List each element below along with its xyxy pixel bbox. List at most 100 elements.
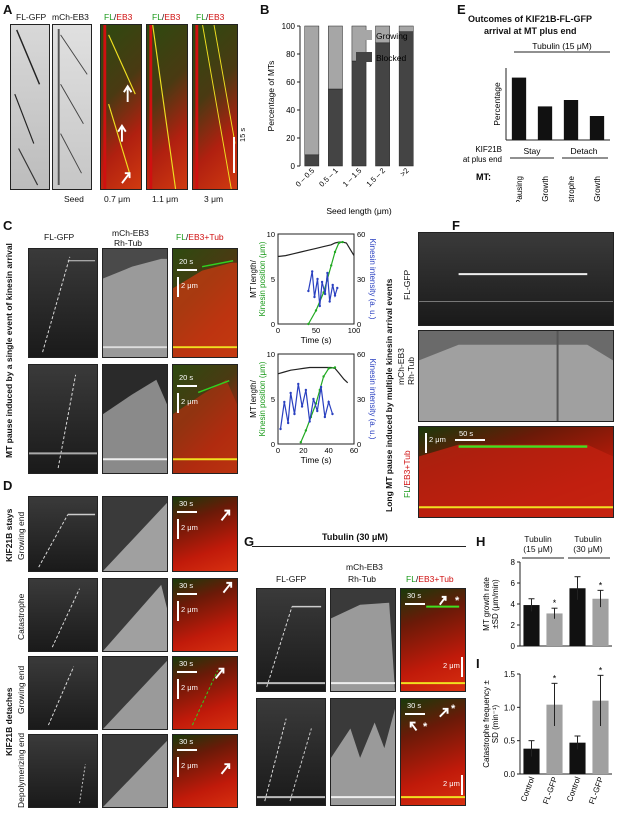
c-y-right-tick-label: 0 xyxy=(357,320,361,329)
i-significance: * xyxy=(599,665,603,675)
i-bar xyxy=(592,700,609,774)
kymograph-a-merge-2 xyxy=(146,24,188,190)
panel-a-time-scale: 15 s xyxy=(238,127,247,142)
panel-g-ch2a: mCh-EB3 xyxy=(346,562,383,572)
kymograph-c2-merge: 20 s 2 μm xyxy=(172,364,238,474)
b-x-tick-label: >2 xyxy=(398,166,410,178)
c-point xyxy=(327,367,330,370)
c-point xyxy=(308,420,311,423)
c-point xyxy=(318,304,321,308)
c-point xyxy=(323,415,327,419)
panel-e-title-2: arrival at MT plus end xyxy=(484,26,577,36)
panel-i-label: I xyxy=(476,656,480,671)
c-point xyxy=(320,280,324,284)
kymograph-a-merge-1 xyxy=(100,24,142,190)
kymograph-d4-tub xyxy=(102,734,168,808)
panel-d-growing-1: Growing end xyxy=(16,511,26,560)
h-bar xyxy=(523,605,540,646)
panel-f-ch2b: Rh-Tub xyxy=(406,356,416,385)
b-y-tick-label: 80 xyxy=(286,50,295,59)
h-y-tick-label: 8 xyxy=(511,558,516,567)
c-x-tick-label: 40 xyxy=(324,446,332,455)
b-x-tick-label: 1 – 1.5 xyxy=(341,166,364,189)
b-legend-swatch xyxy=(356,52,372,62)
c-series-kinesin-intensity xyxy=(307,271,338,307)
b-bar-blocked xyxy=(398,31,414,167)
h-bar xyxy=(569,588,586,646)
c-y-right-tick-label: 30 xyxy=(357,395,365,404)
kymograph-f-tub xyxy=(418,330,614,422)
c-point xyxy=(333,250,337,254)
c-x-label: Time (s) xyxy=(301,335,332,345)
c-x-tick-label: 100 xyxy=(348,326,361,335)
c-point xyxy=(297,382,300,386)
b-y-tick-label: 40 xyxy=(286,106,295,115)
panel-h-chart: 0 2 4 6 8 MT growth rate±SD (μm/min) * * xyxy=(482,557,612,651)
kymograph-g2-flgfp xyxy=(256,698,326,806)
panel-f-label: F xyxy=(452,218,460,233)
b-bar-growing xyxy=(328,25,343,90)
panel-d-catastrophe: Catastrophe xyxy=(16,593,26,640)
e-x-tick-label: Growth xyxy=(541,176,550,202)
c-x-tick-label: 0 xyxy=(276,326,280,335)
c-point xyxy=(316,409,319,413)
i-significance: * xyxy=(553,673,557,683)
b-legend-label: Blocked xyxy=(376,53,407,63)
panel-c-ch2a: mCh-EB3 xyxy=(112,228,149,238)
b-y-tick-label: 20 xyxy=(286,134,295,143)
b-y-tick-label: 60 xyxy=(286,78,295,87)
c-y-left-tick-label: 0 xyxy=(271,440,275,449)
c-point xyxy=(336,286,339,290)
b-bar-growing xyxy=(398,25,414,32)
c-y-right-label: Kinesin intensity (a. u.) xyxy=(368,239,377,320)
kymograph-g2-tub xyxy=(330,698,396,806)
b-bar-blocked xyxy=(328,88,343,167)
h-significance: * xyxy=(599,580,603,590)
panel-e-title-1: Outcomes of KIF21B-FL-GFP xyxy=(468,14,593,24)
panel-f-ch3: FL/EB3+Tub xyxy=(402,450,412,498)
i-y-label: Catastrophe frequency ±SD (min⁻¹) xyxy=(482,680,500,768)
e-y-label: Percentage xyxy=(492,82,502,126)
b-y-label: Percentage of MTs xyxy=(266,61,276,132)
c-point xyxy=(322,375,325,378)
c-x-tick-label: 0 xyxy=(276,446,280,455)
kymograph-d1-merge: 30 s 2 μm xyxy=(172,496,238,572)
c-point xyxy=(319,385,323,389)
i-bar xyxy=(569,742,586,774)
panel-g-ch2b: Rh-Tub xyxy=(348,574,377,584)
kymograph-d4-flgfp xyxy=(28,734,98,808)
panel-b-label: B xyxy=(260,2,270,17)
kymograph-a-eb3 xyxy=(52,24,92,190)
e-kif-label-1: KIF21B xyxy=(475,145,502,154)
e-stay-label: Stay xyxy=(523,146,541,156)
i-x-tick-label: FL-GFP xyxy=(541,776,559,806)
c-point xyxy=(331,412,334,416)
c-point xyxy=(304,429,308,432)
panel-c-ch1: FL-GFP xyxy=(44,232,75,242)
panel-d-stays: KIF21B stays xyxy=(4,508,14,562)
kymograph-d2-merge: 30 s 2 μm xyxy=(172,578,238,652)
h-bar xyxy=(546,613,563,646)
panel-g-ch3: FL/EB3+Tub xyxy=(406,574,454,584)
c-point xyxy=(331,283,334,287)
c-point xyxy=(341,240,344,244)
panel-b-chart: 0 20 40 60 80 100 Percentage of MTs 0 – 0.5 0.5 … xyxy=(266,22,414,216)
kymograph-d3-tub xyxy=(102,656,168,730)
panel-c-label: C xyxy=(3,218,13,233)
c-point xyxy=(313,295,316,299)
panel-a-seed-2: 1.1 μm xyxy=(152,194,179,204)
kymograph-c1-merge: 20 s 2 μm xyxy=(172,248,238,358)
kymograph-c2-flgfp xyxy=(28,364,98,474)
panel-e-label: E xyxy=(457,2,466,17)
c-point xyxy=(316,277,319,281)
c-plot-frame xyxy=(277,233,355,325)
panel-c-ch3: FL/EB3+Tub xyxy=(176,232,224,242)
c-series-mt-length xyxy=(277,366,349,384)
panel-a-ch2: mCh-EB3 xyxy=(52,12,89,22)
c-x-tick-label: 50 xyxy=(312,326,320,335)
c-point xyxy=(328,300,331,303)
panel-a-ch3: FL/EB3 xyxy=(104,12,133,22)
b-bar-blocked xyxy=(304,154,320,167)
panel-d-detaches: KIF21B detaches xyxy=(4,687,14,757)
